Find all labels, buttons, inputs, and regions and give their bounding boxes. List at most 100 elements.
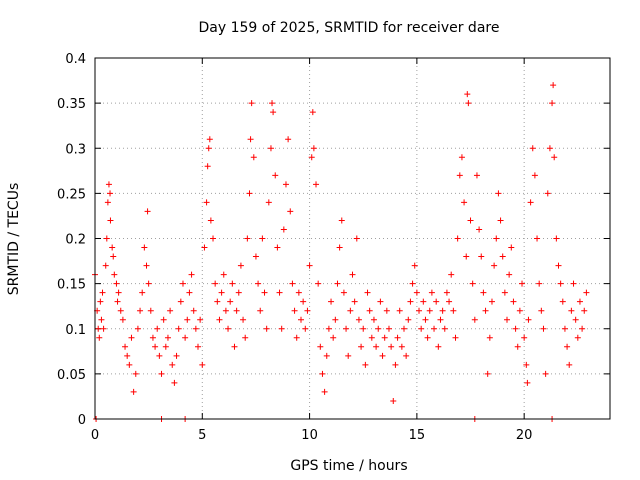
data-point <box>559 298 566 305</box>
data-point <box>203 199 210 206</box>
data-point <box>510 298 517 305</box>
data-point <box>204 163 211 170</box>
data-point <box>141 244 148 251</box>
data-point <box>269 100 276 107</box>
data-point <box>107 217 114 224</box>
x-tick-label: 20 <box>516 428 533 443</box>
data-point <box>272 172 279 179</box>
data-point <box>488 298 495 305</box>
data-point <box>134 325 141 332</box>
data-point <box>385 325 392 332</box>
data-point <box>160 316 167 323</box>
data-point <box>368 334 375 341</box>
data-point <box>321 388 328 395</box>
data-point <box>319 370 326 377</box>
data-point <box>564 343 571 350</box>
data-point <box>461 199 468 206</box>
data-point <box>401 325 407 332</box>
data-point <box>252 253 259 260</box>
data-point <box>240 316 247 323</box>
data-point <box>171 379 178 386</box>
data-point <box>263 325 270 332</box>
data-point <box>175 325 182 332</box>
data-point <box>521 334 528 341</box>
data-point <box>519 280 526 287</box>
data-point <box>491 262 498 269</box>
data-point <box>407 298 414 305</box>
data-point <box>566 361 573 368</box>
x-tick-label: 15 <box>409 428 426 443</box>
data-point <box>416 307 423 314</box>
data-point <box>97 298 104 305</box>
data-point <box>538 307 545 314</box>
x-tick-label: 5 <box>198 428 206 443</box>
data-point <box>186 289 193 296</box>
data-point <box>394 334 401 341</box>
data-point <box>109 244 116 251</box>
data-point <box>480 289 487 296</box>
data-point <box>167 307 174 314</box>
data-point <box>285 136 292 143</box>
data-point <box>332 316 339 323</box>
data-point <box>358 343 365 350</box>
data-point <box>424 334 431 341</box>
data-point <box>206 136 213 143</box>
data-point <box>233 307 240 314</box>
data-point <box>418 325 425 332</box>
data-point <box>248 100 255 107</box>
data-point <box>540 325 547 332</box>
data-point <box>465 100 472 107</box>
data-point <box>506 271 513 278</box>
data-point <box>210 235 217 242</box>
data-point <box>154 325 161 332</box>
data-point <box>289 280 296 287</box>
data-point <box>99 289 106 296</box>
data-point <box>420 298 427 305</box>
data-point <box>214 298 221 305</box>
y-tick-label: 0.2 <box>65 233 86 248</box>
data-point <box>222 307 229 314</box>
data-point <box>247 136 254 143</box>
data-point <box>113 280 120 287</box>
data-point <box>527 199 534 206</box>
data-point <box>293 334 300 341</box>
data-point <box>396 307 403 314</box>
data-point <box>516 307 523 314</box>
data-point <box>514 343 521 350</box>
data-point <box>495 190 502 197</box>
data-point <box>476 226 483 233</box>
y-tick-label: 0.4 <box>65 52 86 67</box>
data-point <box>117 307 124 314</box>
data-point <box>282 181 289 188</box>
data-point <box>212 280 219 287</box>
data-point <box>330 334 337 341</box>
axis-ticks: 0 0.05 0.1 0.15 0.2 0.25 0.3 0.35 0.4 0 5 10 15 20 <box>57 52 610 443</box>
y-axis-title: SRMTID / TECUs <box>6 183 22 296</box>
data-point <box>576 298 583 305</box>
data-point <box>169 361 176 368</box>
data-point <box>409 280 416 287</box>
data-point <box>216 316 223 323</box>
data-point <box>158 370 165 377</box>
x-tick-label: 10 <box>301 428 318 443</box>
data-point <box>392 361 399 368</box>
data-point <box>278 325 285 332</box>
data-point <box>225 325 232 332</box>
data-point <box>325 325 332 332</box>
data-point <box>274 244 281 251</box>
data-point <box>508 244 515 251</box>
data-point <box>309 109 316 116</box>
data-point <box>267 145 274 152</box>
y-tick-label: 0.05 <box>57 368 86 383</box>
data-point <box>255 280 262 287</box>
data-point <box>195 343 201 350</box>
data-point <box>473 172 480 179</box>
data-point <box>381 334 388 341</box>
data-point <box>347 307 354 314</box>
x-tick-label: 0 <box>91 428 99 443</box>
data-point <box>95 325 102 332</box>
data-point <box>122 343 129 350</box>
data-point <box>280 226 287 233</box>
data-point <box>471 316 478 323</box>
data-point <box>229 280 236 287</box>
